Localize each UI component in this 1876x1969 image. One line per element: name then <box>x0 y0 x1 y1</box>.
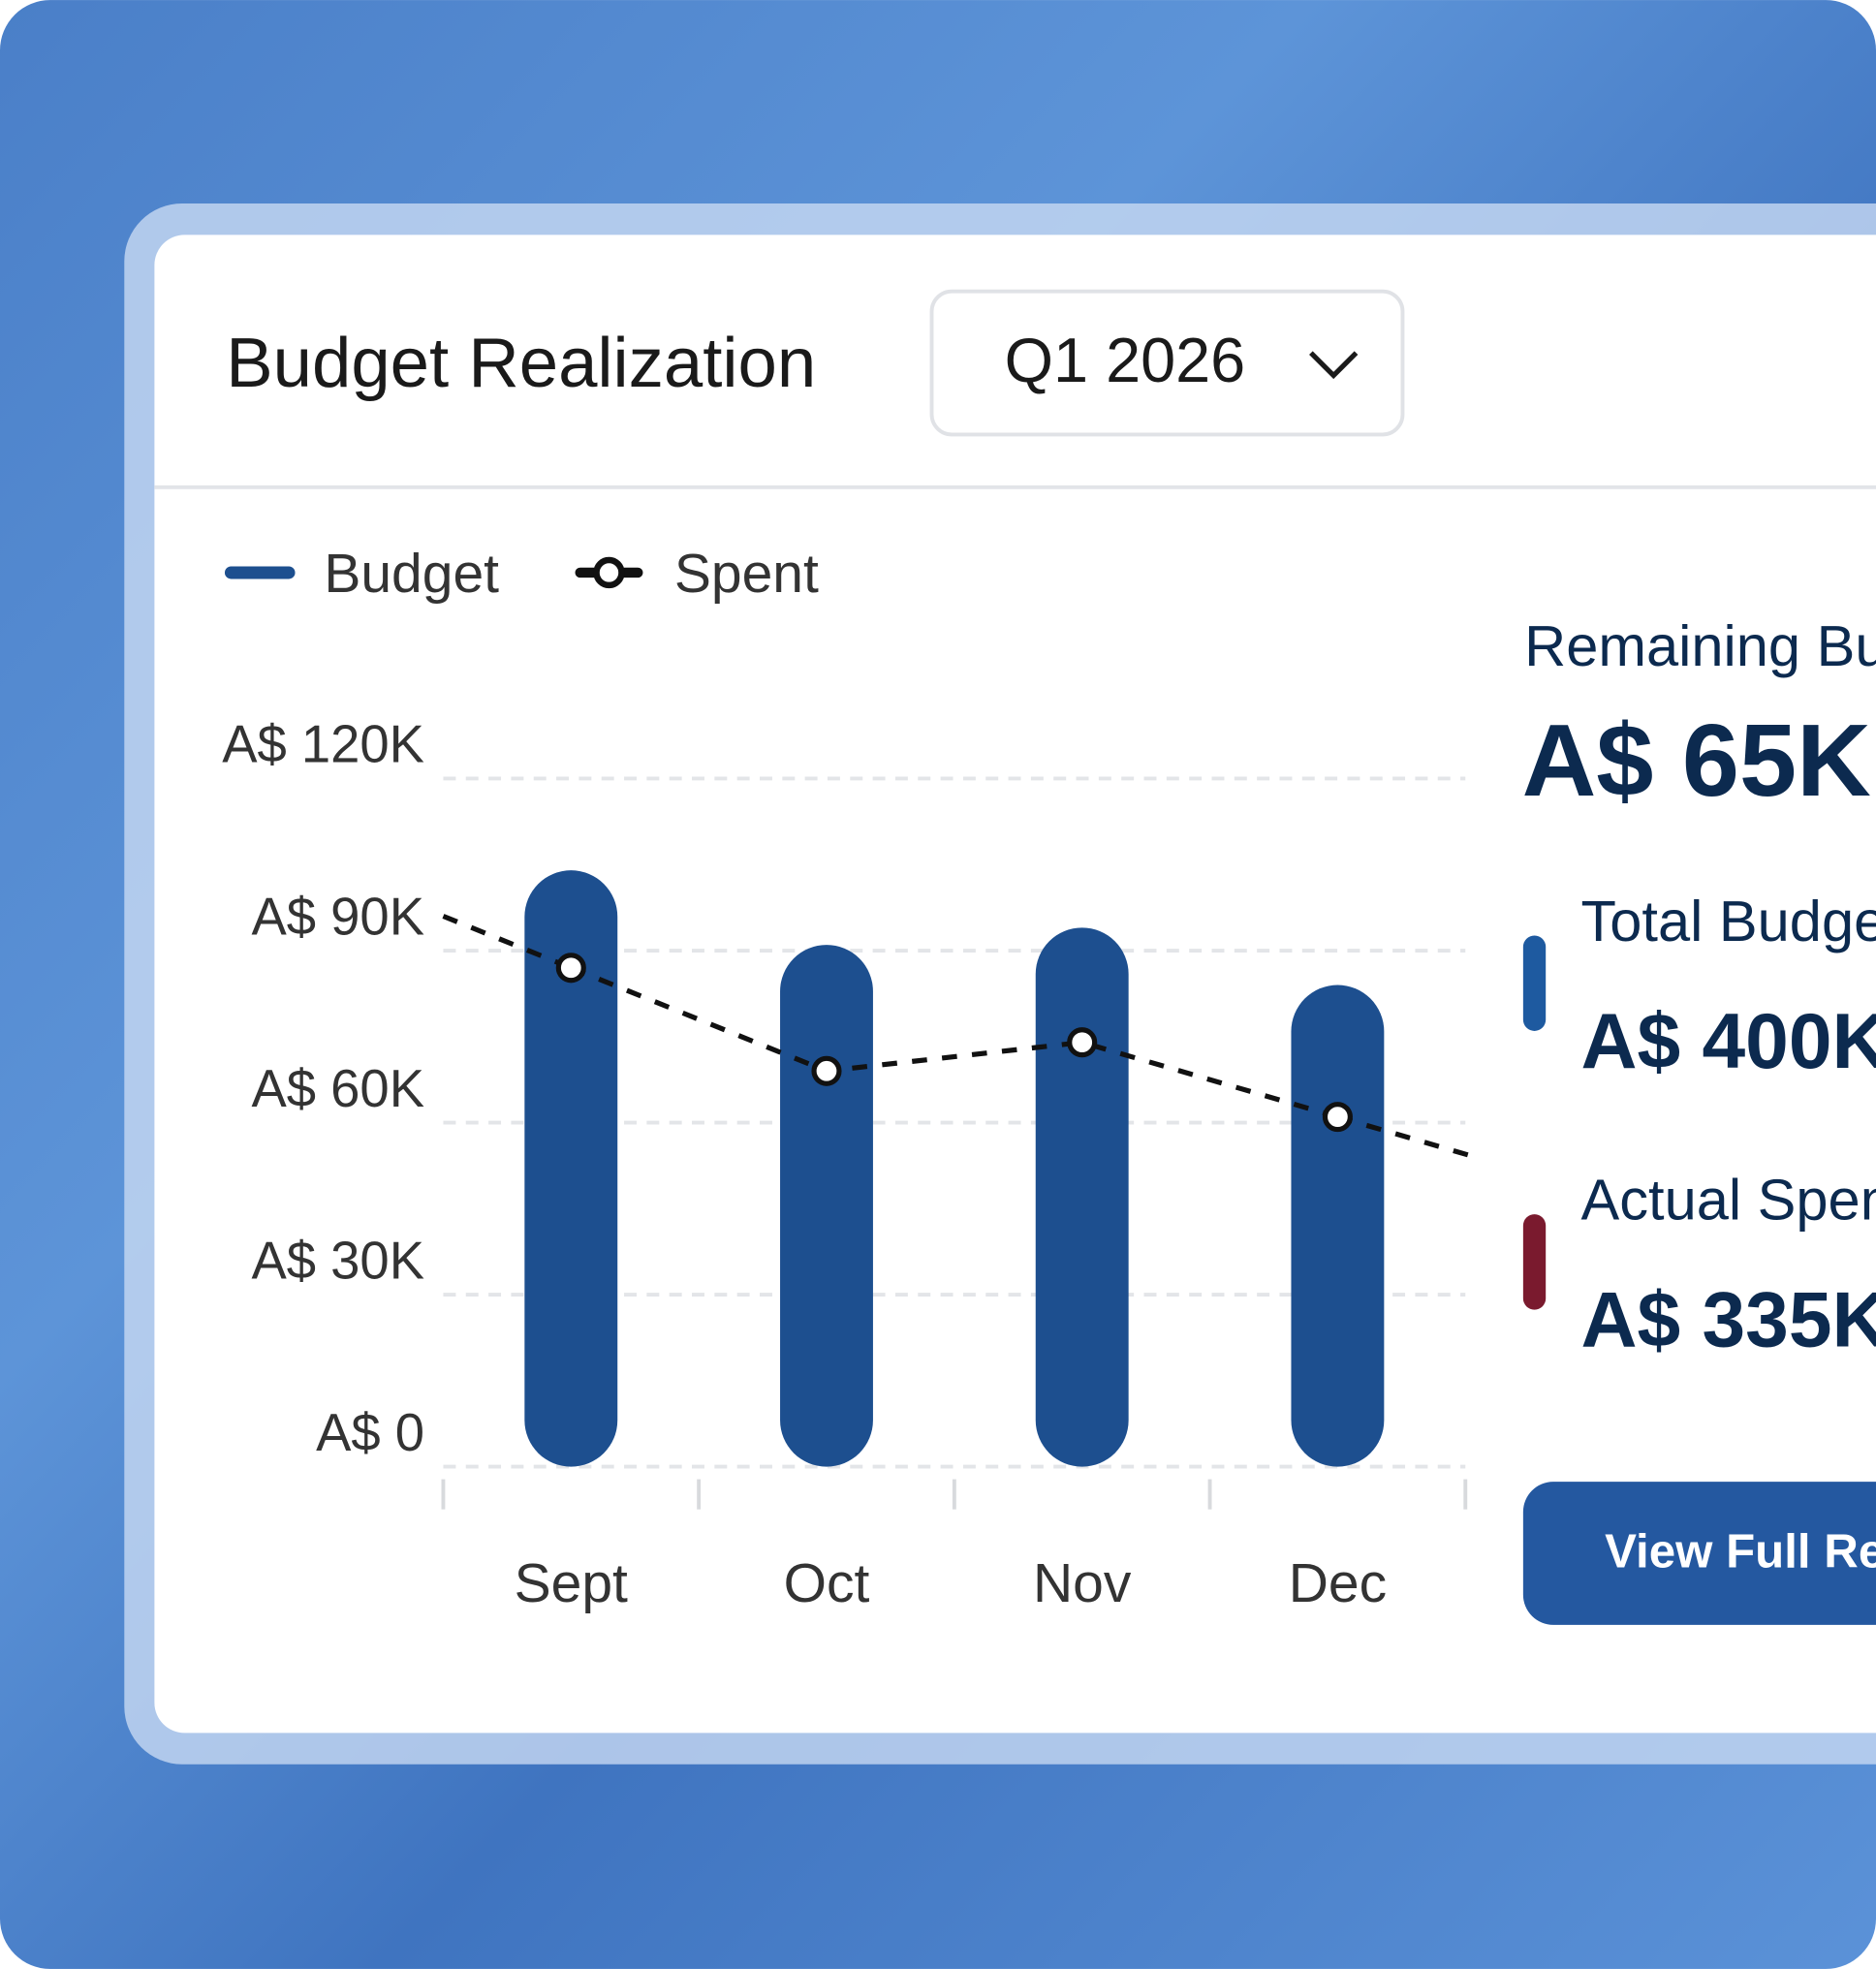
x-tick-label: Oct <box>784 1552 870 1614</box>
summary-label: Total Budget <box>1580 889 1876 953</box>
summary-label: Actual Spent <box>1580 1168 1876 1233</box>
period-dropdown[interactable] <box>929 289 1405 437</box>
period-label[interactable]: Q1 2026 <box>1005 325 1246 395</box>
summary-value: A$ 335K <box>1580 1277 1876 1364</box>
x-tick-label: Dec <box>1289 1552 1387 1614</box>
y-tick-label: A$ 90K <box>252 887 424 946</box>
report-button-label[interactable]: View Full Report <box>1605 1524 1876 1578</box>
bar <box>1291 984 1385 1467</box>
x-tick-label: Nov <box>1033 1552 1132 1614</box>
report-button[interactable] <box>1522 1482 1876 1625</box>
spent-line <box>570 965 1339 1120</box>
summary-value: A$ 400K <box>1580 998 1876 1085</box>
bar <box>524 870 618 1467</box>
summary-accent <box>1522 935 1547 1031</box>
dropdown-chevron[interactable] <box>1309 351 1359 380</box>
spent-point <box>1067 1027 1098 1058</box>
bar <box>780 945 873 1467</box>
remaining-label: Remaining Budget <box>1524 613 1876 678</box>
legend-label: Spent <box>674 543 819 605</box>
y-tick-label: A$ 30K <box>252 1231 424 1290</box>
chart: Budget Spent A$ 0 A$ 30K A$ 60K A$ 90K A$ 120K… <box>222 543 1473 1614</box>
y-tick-label: A$ 120K <box>222 715 424 774</box>
legend-marker <box>593 556 625 589</box>
spent-point <box>555 953 586 984</box>
summary-accent <box>1522 1214 1547 1310</box>
y-tick-label: A$ 0 <box>316 1403 424 1462</box>
y-tick-label: A$ 60K <box>252 1059 424 1118</box>
line-extension <box>442 914 1473 1159</box>
remaining-value: A$ 65K <box>1522 703 1871 818</box>
spent-point <box>1322 1102 1353 1133</box>
spent-point <box>811 1055 842 1086</box>
card-title: Budget Realization <box>226 324 816 402</box>
bar <box>1035 927 1129 1467</box>
legend-label: Budget <box>324 543 499 605</box>
x-tick-label: Sept <box>515 1552 628 1614</box>
summary: Remaining Budget A$ 65K Total Budget A$ 400… <box>1522 613 1876 1625</box>
